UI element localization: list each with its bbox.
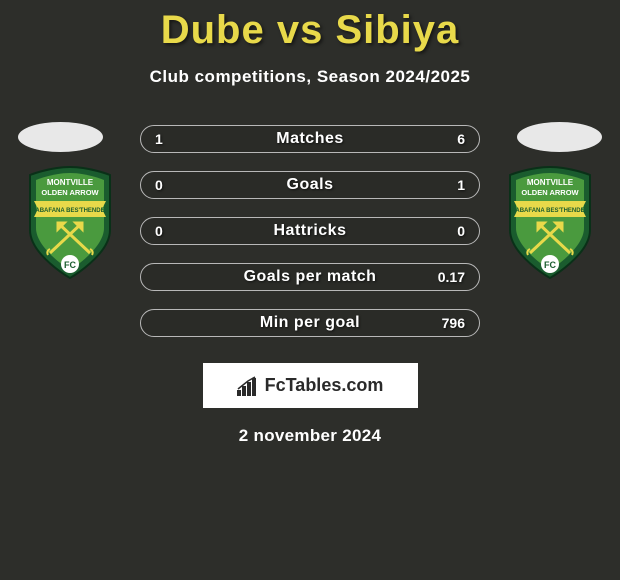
logo-text: FcTables.com xyxy=(265,375,384,396)
stat-value-left: 0 xyxy=(155,223,163,239)
svg-text:MONTVILLE: MONTVILLE xyxy=(47,178,94,187)
stats-list: 1 Matches 6 0 Goals 1 0 Hattricks 0 Goal… xyxy=(140,125,480,337)
stat-row: 0 Hattricks 0 xyxy=(140,217,480,245)
chart-icon xyxy=(237,376,259,396)
svg-text:ABAFANA BES'THENDE: ABAFANA BES'THENDE xyxy=(35,208,104,214)
stat-value-left: 1 xyxy=(155,131,163,147)
comparison-panel: MONTVILLE OLDEN ARROW ABAFANA BES'THENDE… xyxy=(0,125,620,446)
svg-text:FC: FC xyxy=(544,260,556,270)
date-text: 2 november 2024 xyxy=(0,426,620,446)
stat-value-right: 796 xyxy=(442,315,465,331)
stat-value-right: 0 xyxy=(457,223,465,239)
svg-text:OLDEN ARROW: OLDEN ARROW xyxy=(521,188,579,197)
stat-value-right: 6 xyxy=(457,131,465,147)
stat-row: Min per goal 796 xyxy=(140,309,480,337)
stat-row: 1 Matches 6 xyxy=(140,125,480,153)
page-title: Dube vs Sibiya xyxy=(0,0,620,53)
svg-text:FC: FC xyxy=(64,260,76,270)
svg-text:ABAFANA BES'THENDE: ABAFANA BES'THENDE xyxy=(515,208,584,214)
stat-value-left: 0 xyxy=(155,177,163,193)
svg-text:OLDEN ARROW: OLDEN ARROW xyxy=(41,188,99,197)
stat-row: Goals per match 0.17 xyxy=(140,263,480,291)
stat-row: 0 Goals 1 xyxy=(140,171,480,199)
stat-label: Goals xyxy=(287,176,334,194)
stat-value-right: 1 xyxy=(457,177,465,193)
player-right-avatar-placeholder xyxy=(517,122,602,152)
svg-text:MONTVILLE: MONTVILLE xyxy=(527,178,574,187)
team-badge-right: MONTVILLE OLDEN ARROW ABAFANA BES'THENDE… xyxy=(500,165,600,280)
subtitle: Club competitions, Season 2024/2025 xyxy=(0,67,620,87)
stat-label: Min per goal xyxy=(260,314,360,332)
player-left-avatar-placeholder xyxy=(18,122,103,152)
stat-label: Matches xyxy=(276,130,344,148)
team-badge-left: MONTVILLE OLDEN ARROW ABAFANA BES'THENDE… xyxy=(20,165,120,280)
stat-value-right: 0.17 xyxy=(438,269,465,285)
fctables-logo[interactable]: FcTables.com xyxy=(203,363,418,408)
stat-label: Goals per match xyxy=(244,268,377,286)
stat-label: Hattricks xyxy=(274,222,347,240)
